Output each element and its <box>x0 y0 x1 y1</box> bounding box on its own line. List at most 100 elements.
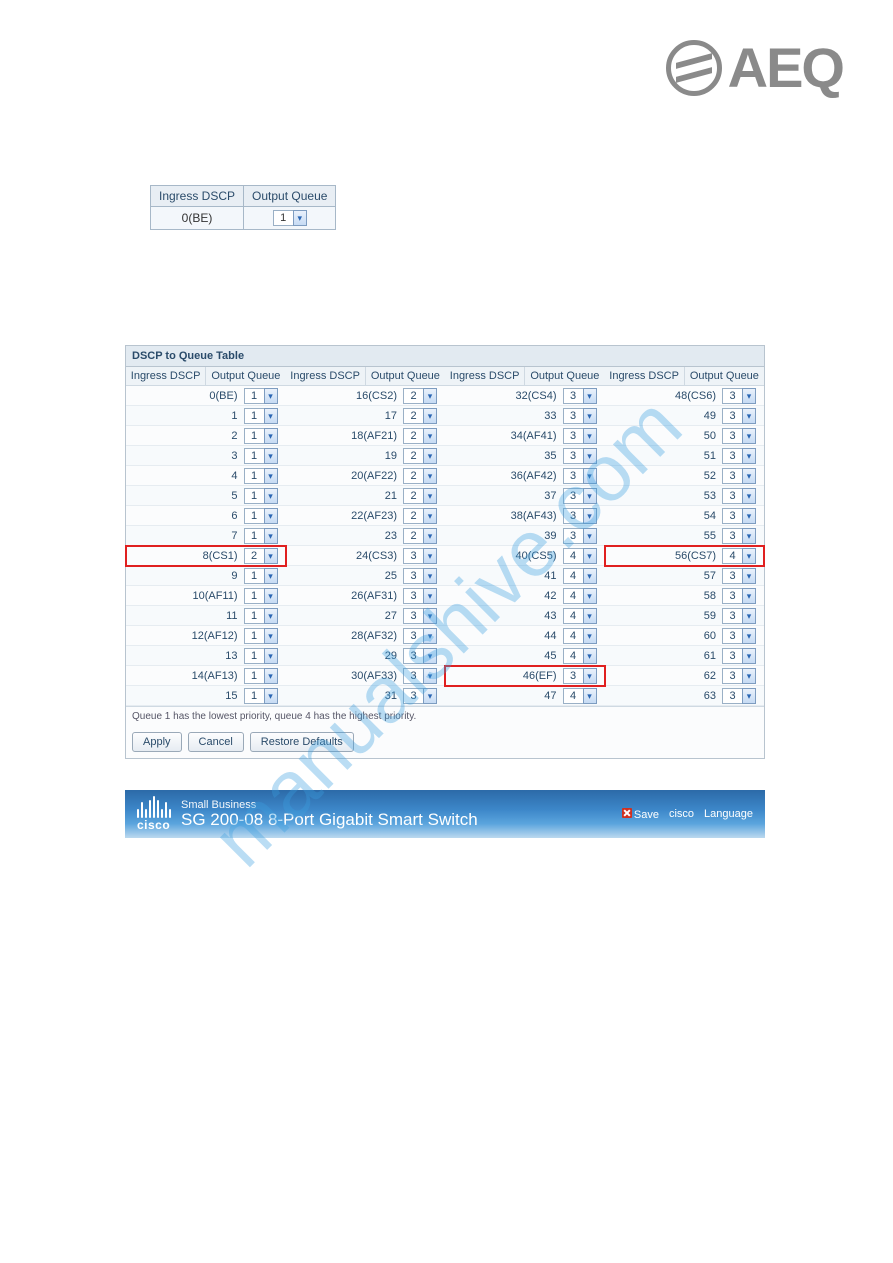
queue-select[interactable]: 1▾ <box>244 408 278 424</box>
dscp-row: 313▾ <box>286 686 446 706</box>
queue-select[interactable]: 1▾ <box>244 628 278 644</box>
queue-select[interactable]: 3▾ <box>722 468 756 484</box>
queue-select[interactable]: 3▾ <box>722 568 756 584</box>
dscp-row: 553▾ <box>605 526 765 546</box>
queue-select[interactable]: 4▾ <box>563 568 597 584</box>
dscp-label: 43 <box>445 610 563 622</box>
cancel-button[interactable]: Cancel <box>188 732 244 752</box>
queue-select[interactable]: 1▾ <box>244 428 278 444</box>
queue-select[interactable]: 3▾ <box>722 388 756 404</box>
dscp-row: 253▾ <box>286 566 446 586</box>
queue-select[interactable]: 3▾ <box>403 628 437 644</box>
queue-select[interactable]: 1▾ <box>244 528 278 544</box>
dscp-row: 46(EF)3▾ <box>445 666 605 686</box>
queue-select[interactable]: 3▾ <box>563 508 597 524</box>
dscp-row: 454▾ <box>445 646 605 666</box>
queue-select[interactable]: 1▾ <box>244 608 278 624</box>
queue-select[interactable]: 3▾ <box>403 548 437 564</box>
queue-select[interactable]: 3▾ <box>563 388 597 404</box>
queue-select[interactable]: 1▾ <box>244 468 278 484</box>
cisco-link[interactable]: cisco <box>669 808 694 820</box>
queue-select[interactable]: 3▾ <box>403 568 437 584</box>
queue-select[interactable]: 2▾ <box>403 488 437 504</box>
queue-select[interactable]: 1▾ <box>244 448 278 464</box>
queue-select[interactable]: 4▾ <box>722 548 756 564</box>
queue-select[interactable]: 4▾ <box>563 588 597 604</box>
queue-select[interactable]: 3▾ <box>563 488 597 504</box>
queue-select[interactable]: 4▾ <box>563 628 597 644</box>
queue-select[interactable]: 3▾ <box>403 608 437 624</box>
mini-queue-cell: 1 ▾ <box>244 207 336 230</box>
queue-select[interactable]: 3▾ <box>722 528 756 544</box>
queue-select[interactable]: 3▾ <box>722 648 756 664</box>
queue-select[interactable]: 1▾ <box>244 568 278 584</box>
queue-select[interactable]: 3▾ <box>403 668 437 684</box>
queue-select[interactable]: 3▾ <box>722 588 756 604</box>
chevron-down-icon: ▾ <box>264 588 278 604</box>
queue-select[interactable]: 3▾ <box>563 468 597 484</box>
dscp-label: 50 <box>605 430 723 442</box>
queue-select[interactable]: 4▾ <box>563 548 597 564</box>
queue-select[interactable]: 3▾ <box>403 588 437 604</box>
dscp-label: 23 <box>286 530 404 542</box>
queue-select[interactable]: 2▾ <box>403 408 437 424</box>
queue-select[interactable]: 2▾ <box>244 548 278 564</box>
queue-select[interactable]: 3▾ <box>722 608 756 624</box>
queue-select[interactable]: 4▾ <box>563 688 597 704</box>
chevron-down-icon: ▾ <box>264 468 278 484</box>
restore-defaults-button[interactable]: Restore Defaults <box>250 732 354 752</box>
dscp-label: 29 <box>286 650 404 662</box>
queue-select[interactable]: 2▾ <box>403 508 437 524</box>
queue-select[interactable]: 3▾ <box>563 528 597 544</box>
chevron-down-icon: ▾ <box>583 588 597 604</box>
dscp-label: 31 <box>286 690 404 702</box>
queue-select[interactable]: 3▾ <box>722 488 756 504</box>
queue-select[interactable]: 2▾ <box>403 448 437 464</box>
queue-select[interactable]: 3▾ <box>722 408 756 424</box>
queue-select[interactable]: 1▾ <box>244 488 278 504</box>
dscp-row: 503▾ <box>605 426 765 446</box>
queue-select[interactable]: 3▾ <box>722 428 756 444</box>
dscp-label: 14(AF13) <box>126 670 244 682</box>
dscp-row: 10(AF11)1▾ <box>126 586 286 606</box>
queue-select[interactable]: 1▾ <box>244 648 278 664</box>
queue-select[interactable]: 3▾ <box>722 448 756 464</box>
queue-select[interactable]: 1▾ <box>244 668 278 684</box>
queue-select[interactable]: 4▾ <box>563 608 597 624</box>
queue-select[interactable]: 3▾ <box>403 648 437 664</box>
queue-select[interactable]: 3▾ <box>563 428 597 444</box>
apply-button[interactable]: Apply <box>132 732 182 752</box>
queue-select[interactable]: 3▾ <box>563 408 597 424</box>
mini-queue-select[interactable]: 1 ▾ <box>273 210 307 226</box>
queue-select[interactable]: 3▾ <box>563 448 597 464</box>
queue-select[interactable]: 1▾ <box>244 688 278 704</box>
chevron-down-icon: ▾ <box>742 448 756 464</box>
dscp-row: 543▾ <box>605 506 765 526</box>
queue-select[interactable]: 1▾ <box>244 508 278 524</box>
queue-select[interactable]: 2▾ <box>403 388 437 404</box>
queue-select[interactable]: 3▾ <box>563 668 597 684</box>
dscp-row: 26(AF31)3▾ <box>286 586 446 606</box>
queue-select[interactable]: 3▾ <box>722 508 756 524</box>
queue-select[interactable]: 2▾ <box>403 528 437 544</box>
dscp-label: 2 <box>126 430 244 442</box>
dscp-label: 13 <box>126 650 244 662</box>
queue-select[interactable]: 1▾ <box>244 388 278 404</box>
queue-select[interactable]: 1▾ <box>244 588 278 604</box>
queue-select[interactable]: 3▾ <box>722 688 756 704</box>
dscp-label: 52 <box>605 470 723 482</box>
dscp-label: 36(AF42) <box>445 470 563 482</box>
queue-select[interactable]: 3▾ <box>403 688 437 704</box>
mini-header-dscp: Ingress DSCP <box>151 186 244 207</box>
queue-select[interactable]: 3▾ <box>722 668 756 684</box>
dscp-label: 49 <box>605 410 723 422</box>
language-link[interactable]: Language <box>704 808 753 820</box>
save-link[interactable]: Save <box>622 808 659 821</box>
chevron-down-icon: ▾ <box>423 688 437 704</box>
queue-select[interactable]: 3▾ <box>722 628 756 644</box>
queue-select[interactable]: 2▾ <box>403 468 437 484</box>
aeq-logo: AEQ <box>666 40 843 96</box>
dscp-label: 34(AF41) <box>445 430 563 442</box>
queue-select[interactable]: 4▾ <box>563 648 597 664</box>
queue-select[interactable]: 2▾ <box>403 428 437 444</box>
